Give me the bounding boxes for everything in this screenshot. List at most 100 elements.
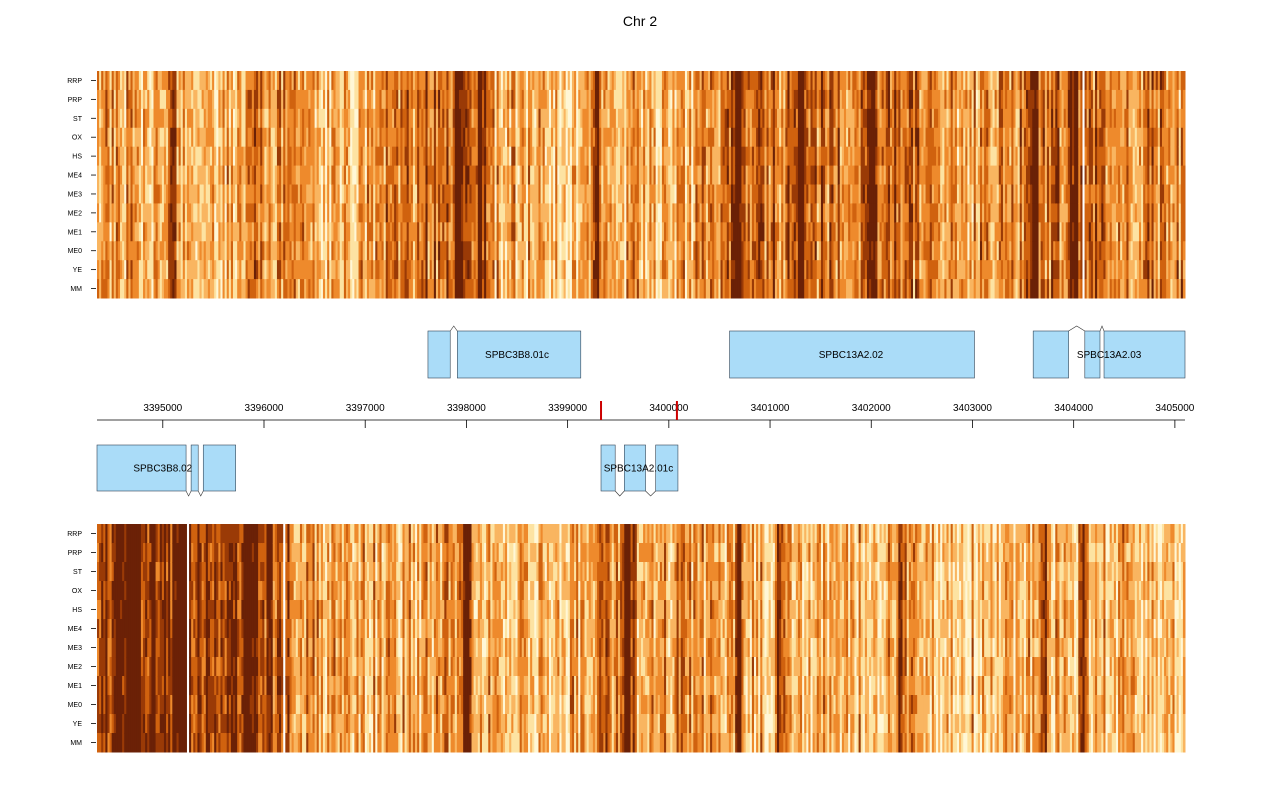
heatmap-cell — [643, 203, 646, 223]
heatmap-cell — [873, 222, 876, 242]
heatmap-cell — [392, 71, 395, 91]
heatmap-cell — [720, 146, 724, 167]
heatmap-cell — [251, 241, 255, 261]
heatmap-cell — [929, 279, 933, 299]
heatmap-cell — [479, 203, 483, 223]
heatmap-cell — [724, 241, 728, 261]
heatmap-cell — [486, 222, 489, 242]
heatmap-cell — [371, 184, 374, 204]
heatmap-cell — [827, 127, 830, 148]
heatmap-cell — [632, 260, 636, 280]
heatmap-cell — [892, 222, 895, 242]
heatmap-cell — [402, 260, 406, 280]
heatmap-cell — [170, 71, 173, 91]
heatmap-cell — [387, 203, 391, 223]
heatmap-cell — [737, 108, 740, 129]
heatmap-cell — [140, 127, 144, 148]
heatmap-cell — [948, 165, 952, 185]
heatmap-cell — [956, 184, 960, 204]
heatmap-cell — [946, 260, 950, 280]
heatmap-cell — [638, 260, 642, 280]
heatmap-cell — [153, 203, 157, 223]
heatmap-cell — [302, 184, 305, 204]
heatmap-cell — [693, 146, 696, 167]
heatmap-cell — [869, 260, 872, 280]
heatmap-cell — [475, 108, 479, 129]
heatmap-cell — [666, 184, 669, 204]
heatmap-cell — [186, 108, 190, 129]
heatmap-cell — [253, 127, 257, 148]
heatmap-cell — [657, 89, 661, 110]
heatmap-cell — [586, 146, 590, 167]
heatmap-cell — [243, 165, 247, 185]
heatmap-cell — [279, 203, 282, 223]
heatmap-cell — [873, 71, 876, 91]
heatmap-cell — [345, 165, 349, 185]
heatmap-cell — [674, 71, 678, 91]
heatmap-cell — [952, 108, 956, 129]
heatmap-cell — [931, 127, 935, 148]
heatmap-cell — [837, 89, 841, 110]
heatmap-cell — [448, 203, 452, 223]
heatmap-cell — [940, 165, 943, 185]
heatmap-cell — [967, 127, 970, 148]
heatmap-cell — [226, 279, 230, 299]
heatmap-cell — [936, 165, 939, 185]
heatmap-cell — [356, 165, 360, 185]
heatmap-cell — [802, 127, 805, 148]
heatmap-cell — [320, 127, 324, 148]
heatmap-cell — [226, 89, 230, 110]
heatmap-cell — [772, 165, 776, 185]
heatmap-cell — [678, 184, 682, 204]
heatmap-cell — [726, 127, 730, 148]
heatmap-cell — [348, 241, 351, 261]
heatmap-cell — [450, 146, 454, 167]
heatmap-cell — [233, 89, 236, 110]
heatmap-cell — [630, 279, 634, 299]
heatmap-cell — [887, 241, 891, 261]
heatmap-cell — [536, 89, 539, 110]
heatmap-cell — [762, 260, 765, 280]
heatmap-cell — [369, 184, 372, 204]
heatmap-cell — [580, 260, 583, 280]
heatmap-cell — [375, 222, 378, 242]
heatmap-cell — [586, 89, 590, 110]
heatmap-cell — [938, 222, 941, 242]
heatmap-cell — [389, 89, 393, 110]
heatmap-cell — [858, 89, 862, 110]
heatmap-cell — [800, 260, 803, 280]
heatmap-cell — [377, 241, 380, 261]
heatmap-cell — [770, 184, 774, 204]
heatmap-cell — [126, 146, 129, 167]
heatmap-cell — [919, 165, 922, 185]
heatmap-cell — [963, 203, 966, 223]
heatmap-cell — [737, 146, 740, 167]
heatmap-cell — [680, 241, 684, 261]
heatmap-cell — [586, 203, 590, 223]
heatmap-cell — [274, 241, 278, 261]
heatmap-cell — [691, 241, 694, 261]
heatmap-cell — [348, 71, 351, 91]
heatmap-cell — [630, 71, 634, 91]
heatmap-cell — [768, 89, 772, 110]
heatmap-cell — [494, 203, 498, 223]
heatmap-cell — [373, 146, 376, 167]
heatmap-cell — [785, 203, 788, 223]
heatmap-cell — [471, 165, 475, 185]
heatmap-cell — [469, 165, 473, 185]
heatmap-cell — [264, 279, 267, 299]
heatmap-cell — [519, 203, 523, 223]
heatmap-cell — [569, 89, 573, 110]
heatmap-cell — [331, 241, 334, 261]
heatmap-cell — [559, 127, 562, 148]
heatmap-cell — [599, 89, 602, 110]
heatmap-cell — [825, 203, 828, 223]
heatmap-cell — [448, 279, 452, 299]
heatmap-cell — [429, 89, 433, 110]
heatmap-cell — [396, 127, 399, 148]
heatmap-cell — [220, 89, 224, 110]
heatmap-cell — [241, 279, 244, 299]
heatmap-cell — [178, 146, 182, 167]
heatmap-cell — [170, 203, 173, 223]
heatmap-cell — [944, 89, 947, 110]
